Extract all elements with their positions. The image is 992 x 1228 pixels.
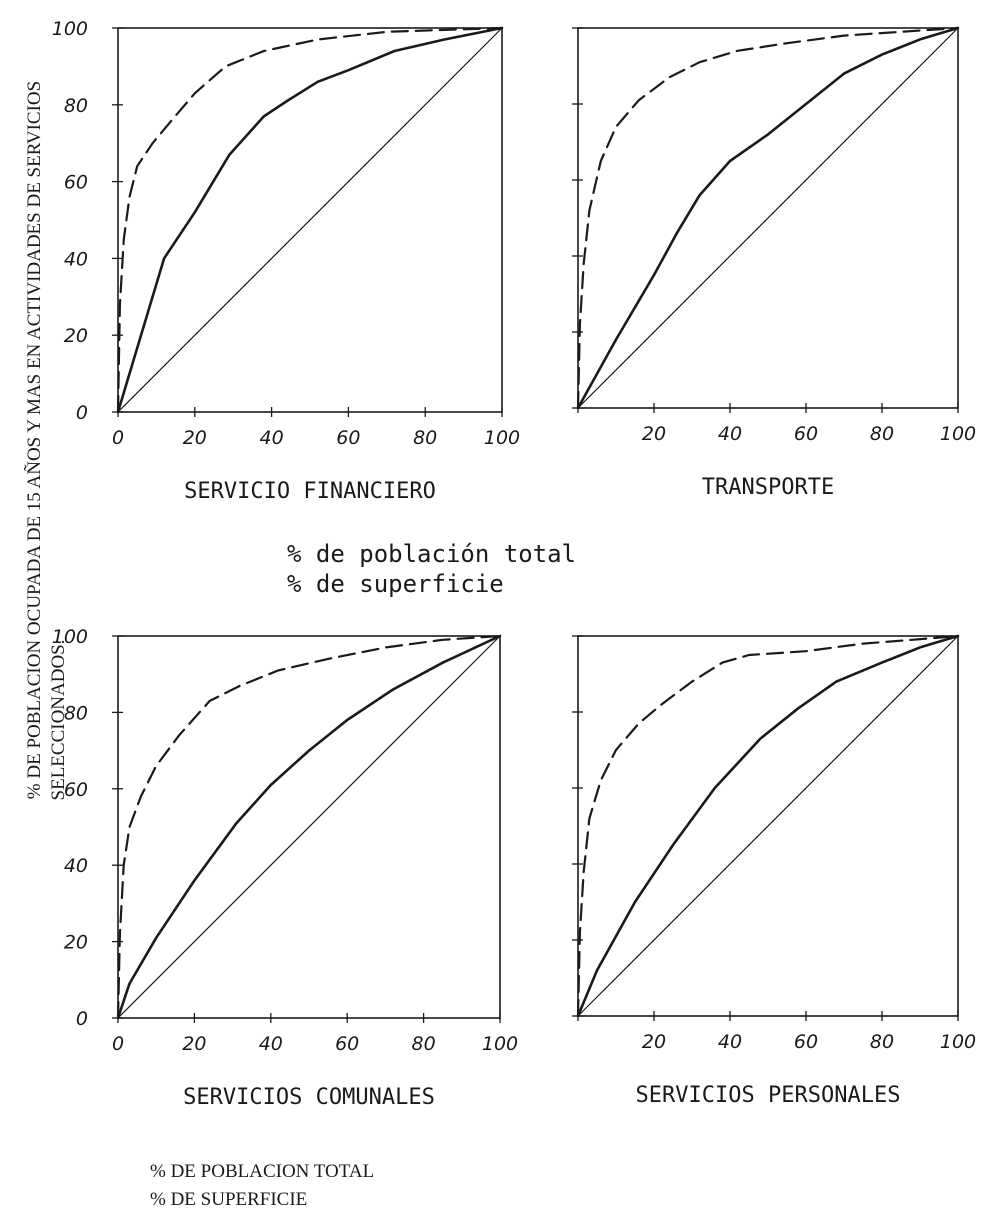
servicio-financiero-y-tick-label: 60 (64, 172, 88, 194)
servicio-financiero-x-tick-label: 0 (112, 427, 124, 449)
servicios-comunales-y-tick-label: 100 (52, 626, 88, 648)
legend-surface: % de superficie (287, 570, 504, 598)
servicio-financiero-y-tick-label: 0 (76, 402, 88, 424)
chart-transporte: 20 40 60 80 100 TRANSPORTE (572, 26, 976, 500)
servicios-personales-x-tick-label: 20 (642, 1031, 666, 1053)
servicio-financiero-x-tick-label: 60 (336, 427, 360, 449)
transporte-frame (577, 27, 959, 409)
servicios-comunales-frame (117, 635, 501, 1019)
transporte-x-tick-label: 100 (940, 423, 976, 445)
servicios-personales-title: SERVICIOS PERSONALES (636, 1083, 901, 1108)
servicios-personales-x-tick-label: 100 (940, 1031, 976, 1053)
servicios-comunales-series-dashed (116, 634, 502, 1020)
chart-panels: 0 20 40 60 80 100 0 20 40 60 80 100 SERVICIO FINANCI… (52, 18, 976, 1110)
transporte-x-tick-label: 20 (642, 423, 666, 445)
servicio-financiero-y-tick-label: 100 (52, 18, 88, 40)
servicios-comunales-x-tick-label: 0 (112, 1033, 124, 1055)
servicios-comunales-x-tick-label: 40 (259, 1033, 283, 1055)
servicios-personales-x-tick-label: 60 (794, 1031, 818, 1053)
transporte-x-tick-label: 60 (794, 423, 818, 445)
servicios-comunales-y-tick-label: 40 (64, 855, 88, 877)
servicios-personales-x-tick-label: 40 (718, 1031, 742, 1053)
servicios-comunales-x-tick-label: 100 (482, 1033, 518, 1055)
servicios-comunales-x-tick-label: 80 (412, 1033, 436, 1055)
servicio-financiero-title: SERVICIO FINANCIERO (184, 479, 436, 504)
legend-population-total: % de población total (287, 540, 576, 568)
servicios-comunales-y-tick-label: 20 (64, 932, 88, 954)
servicio-financiero-x-tick-label: 20 (183, 427, 207, 449)
transporte-title: TRANSPORTE (702, 475, 834, 500)
servicios-comunales-x-tick-label: 20 (182, 1033, 206, 1055)
servicios-comunales-y-tick-label: 80 (64, 702, 88, 724)
servicios-comunales-y-tick-label: 60 (64, 779, 88, 801)
servicios-personales-series-solid (576, 634, 960, 1018)
transporte-x-tick-label: 40 (718, 423, 742, 445)
servicios-comunales-series-solid (116, 634, 502, 1020)
servicios-comunales-x-tick-label: 60 (335, 1033, 359, 1055)
y-axis-label: % DE POBLACION OCUPADA DE 15 AÑOS Y MAS … (23, 81, 45, 799)
servicios-comunales-title: SERVICIOS COMUNALES (183, 1085, 435, 1110)
servicios-comunales-y-tick-label: 0 (76, 1008, 88, 1030)
servicios-personales-x-tick-label: 80 (870, 1031, 894, 1053)
servicio-financiero-series-dashed (116, 26, 504, 414)
legend-surface-caps: % DE SUPERFICIE (150, 1189, 307, 1210)
servicios-personales-series-dashed (576, 634, 960, 1018)
transporte-x-tick-label: 80 (870, 423, 894, 445)
transporte-series-dashed (576, 26, 960, 410)
servicios-personales-frame (577, 635, 959, 1017)
transporte-series-solid (576, 26, 960, 410)
servicio-financiero-x-tick-label: 40 (260, 427, 284, 449)
chart-servicio-financiero: 0 20 40 60 80 100 0 20 40 60 80 100 SERVICIO FINANCI… (52, 18, 520, 504)
servicio-financiero-x-tick-label: 80 (413, 427, 437, 449)
chart-servicios-comunales: 0 20 40 60 80 100 0 20 40 60 80 100 SERVICIOS COMUNA… (52, 626, 518, 1110)
servicio-financiero-y-tick-label: 20 (64, 325, 88, 347)
legend-population-total-caps: % DE POBLACION TOTAL (150, 1161, 374, 1182)
servicio-financiero-series-thin (117, 27, 503, 413)
servicio-financiero-x-tick-label: 100 (484, 427, 520, 449)
servicios-comunales-series-thin (117, 635, 501, 1019)
servicio-financiero-frame (117, 27, 503, 413)
servicio-financiero-series-solid (116, 26, 504, 414)
servicio-financiero-y-tick-label: 80 (64, 95, 88, 117)
servicios-personales-series-thin (577, 635, 959, 1017)
transporte-series-thin (577, 27, 959, 409)
chart-servicios-personales: 20 40 60 80 100 SERVICIOS PERSONALES (572, 634, 976, 1108)
y-axis-label-continued: SELECCIONADOS. (48, 640, 69, 801)
servicio-financiero-y-tick-label: 40 (64, 248, 88, 270)
